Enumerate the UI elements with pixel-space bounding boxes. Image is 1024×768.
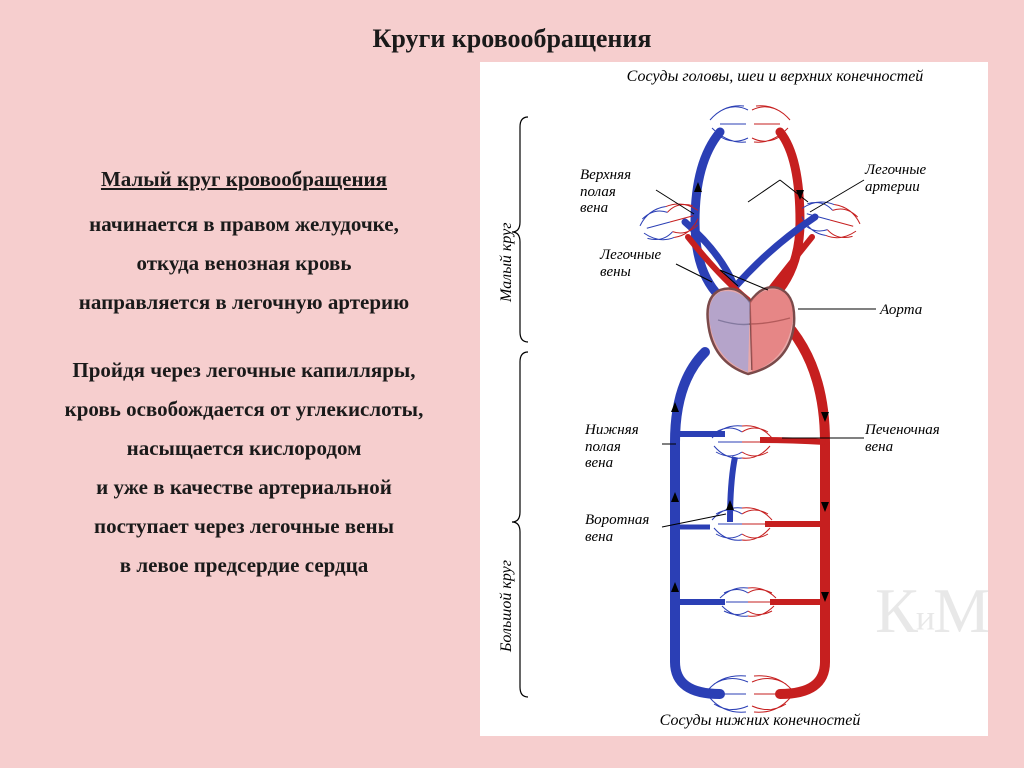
- bracket-small-circle: [512, 117, 528, 342]
- circulation-diagram: [480, 62, 988, 736]
- p2-line2: кровь освобождается от углекислоты,: [24, 390, 464, 429]
- page-title: Круги кровообращения: [0, 24, 1024, 54]
- vessel-portal-vein: [730, 457, 735, 522]
- p1-line2: откуда венозная кровь: [24, 244, 464, 283]
- p2-line3: насыщается кислородом: [24, 429, 464, 468]
- vessel-hepatic-artery: [760, 440, 825, 442]
- subheading: Малый круг кровообращения: [101, 160, 387, 199]
- diagram-panel: Сосуды головы, шеи и верхних конечностей…: [480, 62, 988, 736]
- p2-line1: Пройдя через легочные капилляры,: [24, 351, 464, 390]
- heart-icon: [708, 287, 795, 374]
- p1-line1: начинается в правом желудочке,: [24, 205, 464, 244]
- p2-line5: поступает через легочные вены: [24, 507, 464, 546]
- p1-line3: направляется в легочную артерию: [24, 283, 464, 322]
- bracket-large-circle: [512, 352, 528, 697]
- p2-line4: и уже в качестве артериальной: [24, 468, 464, 507]
- description-block: Малый круг кровообращения начинается в п…: [24, 160, 464, 584]
- vessel-descending-aorta: [780, 317, 825, 694]
- p2-line6: в левое предсердие сердца: [24, 546, 464, 585]
